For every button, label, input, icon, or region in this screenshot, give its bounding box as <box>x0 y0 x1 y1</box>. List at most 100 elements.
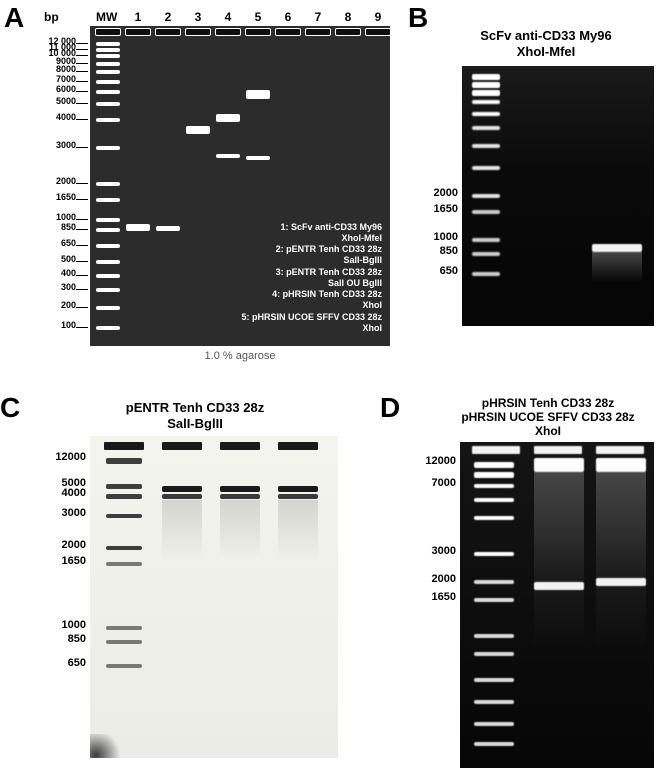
lane-number: 4 <box>216 10 240 24</box>
ladder-tick-line <box>76 119 88 120</box>
ladder-band <box>96 70 120 74</box>
lane-number: 7 <box>306 10 330 24</box>
ladder-band <box>96 228 120 232</box>
ladder-band <box>472 100 500 104</box>
ladder-band <box>472 166 500 170</box>
ladder-tick-label: 8000 <box>32 64 76 74</box>
ladder-tick-label: 2000 <box>414 187 458 199</box>
ladder-band <box>96 102 120 106</box>
panel-d-title-2: pHRSIN UCOE SFFV CD33 28z <box>440 410 656 424</box>
ladder-tick-line <box>76 183 88 184</box>
ladder-band <box>96 146 120 150</box>
gel-well <box>306 29 330 35</box>
ladder-band <box>106 546 142 550</box>
ladder-tick-label: 2000 <box>410 573 456 585</box>
panel-d-title-1: pHRSIN Tenh CD33 28z <box>440 396 656 410</box>
ladder-tick-line <box>76 307 88 308</box>
sample-band <box>162 486 202 492</box>
ladder-band <box>472 112 500 116</box>
ladder-tick-line <box>76 103 88 104</box>
ladder-tick-line <box>76 63 88 64</box>
ladder-tick-label: 12000 <box>410 455 456 467</box>
panel-c-title-2: SalI-BglII <box>70 416 320 431</box>
gel-well <box>104 442 144 450</box>
ladder-band <box>106 514 142 518</box>
ladder-tick-line <box>76 91 88 92</box>
ladder-band <box>96 90 120 94</box>
ladder-tick-label: 850 <box>32 222 76 232</box>
ladder-band <box>472 272 500 276</box>
ladder-band <box>106 664 142 668</box>
ladder-tick-label: 200 <box>32 300 76 310</box>
gel-d <box>460 442 654 768</box>
band-smear <box>592 252 642 282</box>
ladder-band <box>472 82 500 88</box>
band-smear <box>162 500 202 560</box>
ladder-band <box>472 126 500 130</box>
ladder-band <box>106 562 142 566</box>
ladder-band <box>96 218 120 222</box>
gel-well <box>472 446 520 454</box>
ladder-tick-label: 650 <box>414 265 458 277</box>
ladder-band <box>106 640 142 644</box>
ladder-tick-line <box>76 49 88 50</box>
ladder-band <box>474 484 514 488</box>
lane-number: 8 <box>336 10 360 24</box>
ladder-tick-label: 300 <box>32 282 76 292</box>
ladder-tick-label: 5000 <box>32 96 76 106</box>
sample-band <box>162 494 202 499</box>
ladder-tick-label: 100 <box>32 320 76 330</box>
ladder-tick-line <box>76 327 88 328</box>
ladder-band <box>96 182 120 186</box>
ladder-tick-label: 2000 <box>40 539 86 551</box>
ladder-tick-label: 3000 <box>32 140 76 150</box>
ladder-band <box>106 626 142 630</box>
panel-b: ScFv anti-CD33 My96 XhoI-MfeI 2000165010… <box>408 28 654 338</box>
ladder-band <box>474 552 514 556</box>
ladder-tick-line <box>76 81 88 82</box>
ladder-band <box>474 598 514 602</box>
ladder-band <box>472 210 500 214</box>
gel-well <box>278 442 318 450</box>
ladder-tick-line <box>76 289 88 290</box>
ladder-tick-label: 1650 <box>32 192 76 202</box>
lane-number: 6 <box>276 10 300 24</box>
ladder-tick-label: 650 <box>32 238 76 248</box>
ladder-tick-label: 1000 <box>40 619 86 631</box>
ladder-band <box>474 498 514 502</box>
ladder-band <box>96 326 120 330</box>
ladder-band <box>472 74 500 80</box>
panel-label-a: A <box>4 2 24 34</box>
ladder-tick-label: 850 <box>40 633 86 645</box>
ladder-tick-label: 1000 <box>32 212 76 222</box>
ladder-band <box>96 80 120 84</box>
lane-number: 9 <box>366 10 390 24</box>
ladder-band <box>96 260 120 264</box>
ladder-band <box>474 580 514 584</box>
band-smear <box>220 500 260 560</box>
ladder-tick-line <box>76 229 88 230</box>
ladder-tick-label: 400 <box>32 268 76 278</box>
lane-number: 1 <box>126 10 150 24</box>
ladder-band <box>474 700 514 704</box>
sample-band <box>278 486 318 492</box>
ladder-tick-label: 850 <box>414 245 458 257</box>
ladder-band <box>96 118 120 122</box>
lane-header-mw: MW <box>96 10 117 24</box>
ladder-band <box>474 516 514 520</box>
ladder-tick-label: 7000 <box>32 74 76 84</box>
ladder-band <box>96 274 120 278</box>
gel-a: 1: ScFv anti-CD33 My96 XhoI-MfeI 2: pENT… <box>90 26 390 346</box>
sample-band <box>220 494 260 499</box>
lane-number: 2 <box>156 10 180 24</box>
ladder-tick-label: 7000 <box>410 477 456 489</box>
ladder-tick-line <box>76 55 88 56</box>
sample-band <box>156 226 180 231</box>
ladder-tick-label: 4000 <box>32 112 76 122</box>
ladder-tick-label: 650 <box>40 657 86 669</box>
ladder-band <box>96 306 120 310</box>
ladder-tick-line <box>76 261 88 262</box>
sample-band <box>216 114 240 122</box>
panel-c-title-1: pENTR Tenh CD33 28z <box>70 400 320 415</box>
gel-well <box>96 29 120 35</box>
